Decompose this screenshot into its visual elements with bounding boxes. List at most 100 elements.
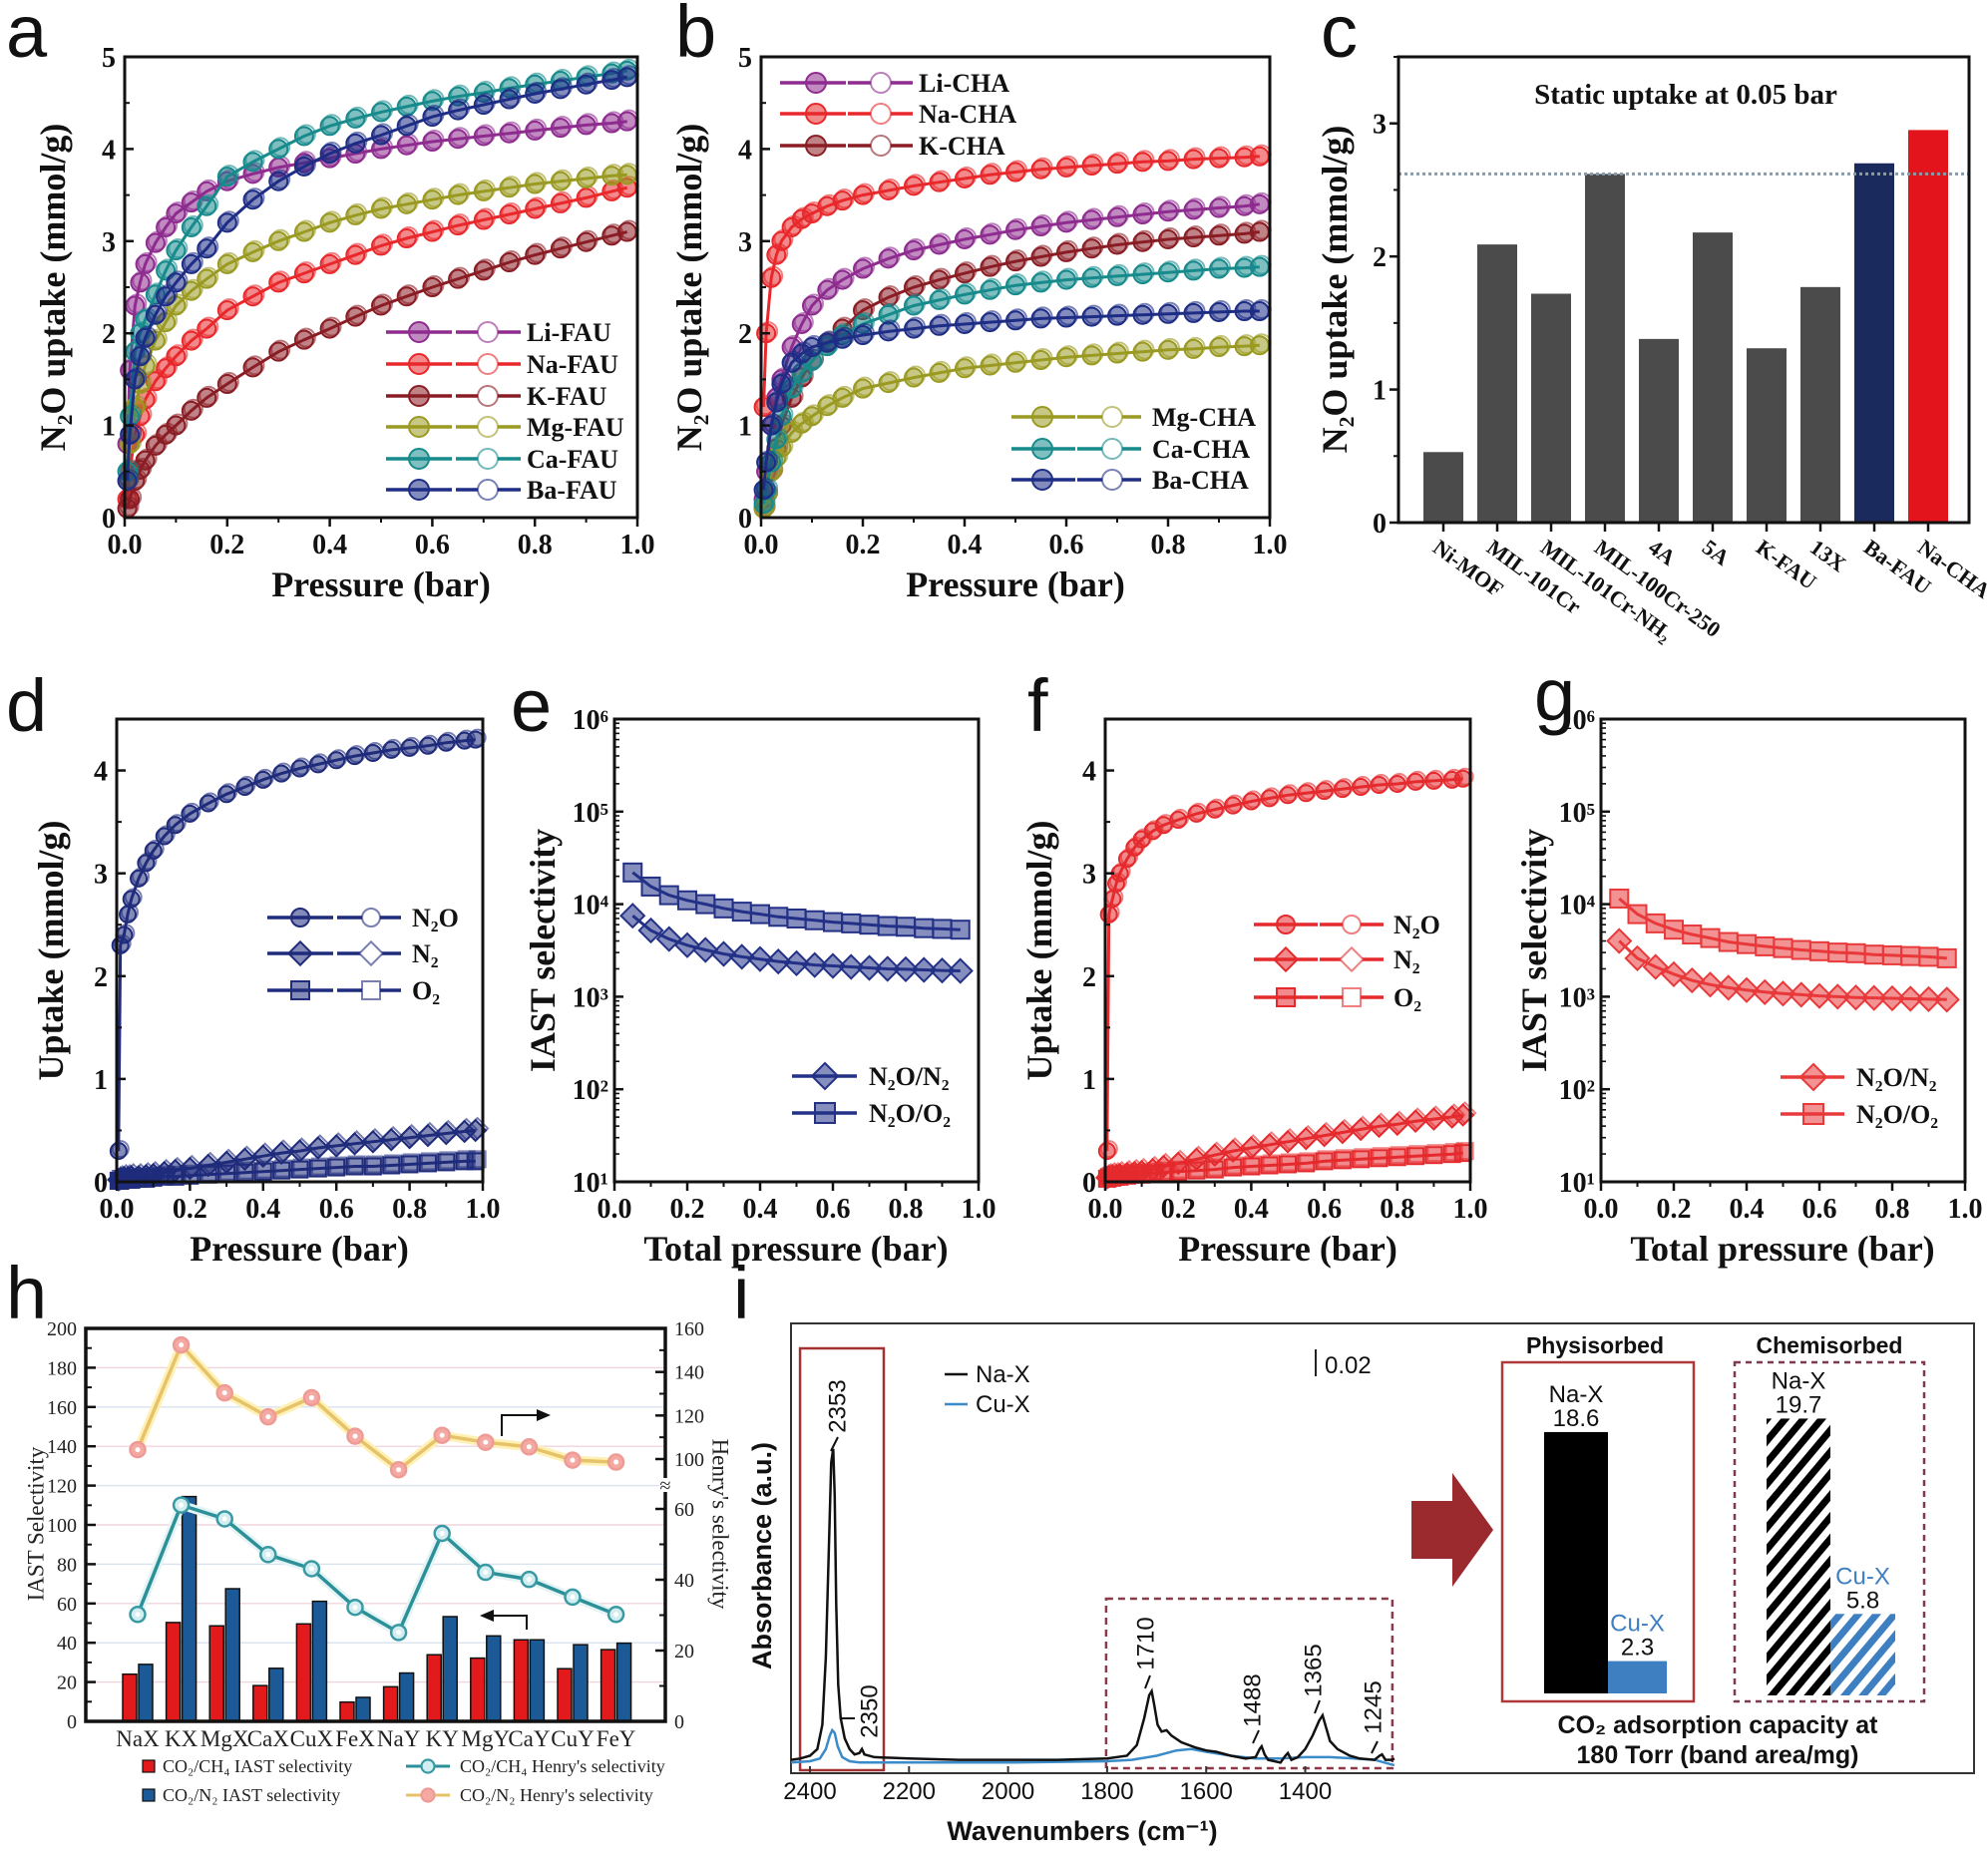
x-tick-label: 1800 [1080, 1778, 1133, 1805]
desorption-point [381, 1125, 406, 1150]
desorption-point [1032, 347, 1053, 368]
panel-label-c: c [1321, 0, 1358, 73]
adsorption-point [290, 1160, 309, 1179]
data-point-center [483, 1570, 489, 1576]
desorption-point [1007, 249, 1027, 270]
desorption-point [982, 353, 1002, 374]
bar-co2-n2-iast-selectivity [573, 1644, 589, 1722]
bar-co2-n2-iast-selectivity [442, 1616, 458, 1722]
desorption-point [465, 1116, 490, 1141]
y-tick-label: 0 [1373, 509, 1387, 540]
adsorption-point [382, 1156, 401, 1175]
data-point [1878, 984, 1906, 1012]
desorption-point [399, 1123, 424, 1148]
data-point-center [439, 1432, 445, 1438]
bar-co2-n2-iast-selectivity [181, 1495, 198, 1722]
desorption-point [618, 65, 639, 86]
data-point [710, 940, 737, 967]
y-tick-label: 0 [67, 1711, 77, 1733]
legend-item-ba-fau: Ba-FAU [386, 476, 617, 505]
legend-filled-marker [408, 416, 430, 438]
bar-mil-101cr-nh2 [1531, 293, 1571, 523]
x-tick-label: 0.4 [743, 1194, 778, 1225]
x-tick-label: 1400 [1279, 1778, 1332, 1805]
chart-title: Static uptake at 0.05 bar [1534, 79, 1837, 111]
data-point [731, 902, 752, 923]
data-point [1824, 983, 1851, 1010]
desorption-point [365, 1155, 384, 1174]
data-point-center [352, 1433, 358, 1439]
desorption-point [618, 163, 639, 184]
data-point [750, 904, 770, 925]
series-ba-cha [753, 299, 1272, 501]
y-axis-title: N₂O uptake (mmol/g) [669, 124, 709, 452]
x-tick-label: 1.0 [620, 530, 655, 560]
desorption-point [1335, 778, 1354, 797]
inset-bar-value: 18.6 [1553, 1405, 1600, 1432]
panel-a: 0 1 2 3 4 5 0.0 0.2 0.4 0.6 0.8 1.0 Pressure (bar) N₂… [33, 43, 655, 604]
bar-ni-mof [1423, 452, 1463, 523]
y-tick-label: 10² [573, 1075, 608, 1106]
y-tick-label: 10³ [1559, 982, 1595, 1013]
panel-label-b: b [675, 0, 716, 73]
desorption-point [1299, 782, 1318, 801]
desorption-point [157, 825, 176, 844]
desorption-point [119, 469, 140, 490]
inset-bar-label: Na-X [1772, 1367, 1826, 1394]
data-point [746, 945, 774, 972]
legend-open-marker [361, 980, 381, 1000]
desorption-point [1109, 152, 1129, 173]
legend-item-o2: O₂ [267, 976, 440, 1005]
desorption-point [450, 183, 471, 203]
desorption-point [468, 1150, 487, 1169]
legend-label: Li-CHA [919, 69, 1009, 98]
spectrum-cu-x [791, 1727, 1395, 1767]
inset-box [1500, 1360, 1696, 1703]
legend-filled-marker [286, 939, 314, 967]
series-ba-fau [117, 65, 639, 492]
desorption-point [501, 121, 522, 142]
legend-filled-marker [1031, 438, 1053, 460]
legend-label: CO₂/CH₄ Henry's selectivity [460, 1756, 665, 1776]
adsorption-point [1370, 1149, 1389, 1168]
y-tick-label: 180 [47, 1357, 77, 1379]
y-tick-label: 10⁵ [1559, 798, 1595, 829]
desorption-point [1281, 1153, 1299, 1172]
desorption-point [132, 344, 153, 365]
data-point [1809, 940, 1829, 961]
desorption-point [1058, 305, 1078, 326]
physisorbed-region-box [798, 1346, 886, 1772]
data-point [1645, 913, 1666, 933]
desorption-point [1251, 333, 1272, 354]
inset-bar-value: 19.7 [1776, 1391, 1822, 1418]
desorption-point [1211, 256, 1231, 277]
y-tick-label: 1 [738, 412, 752, 443]
series-n2o-o2 [1609, 888, 1957, 968]
bar-co2-ch4-iast-selectivity [295, 1623, 312, 1722]
legend-filled-marker [1031, 469, 1053, 491]
data-point [1627, 904, 1648, 925]
desorption-point [1211, 223, 1231, 244]
data-point-center [265, 1414, 271, 1420]
desorption-point [1099, 1140, 1118, 1159]
desorption-point [552, 169, 573, 189]
right-arrow-icon [1411, 1473, 1493, 1587]
panel-b: 0 1 2 3 4 5 0.0 0.2 0.4 0.6 0.8 1.0 Pressure (bar) N₂… [669, 43, 1288, 604]
desorption-point [295, 154, 316, 175]
x-tick-label: MgY [462, 1726, 511, 1751]
desorption-point [439, 731, 458, 750]
adsorption-point [1424, 1146, 1443, 1165]
desorption-point [365, 742, 384, 761]
data-point-center [570, 1594, 576, 1600]
data-point [783, 949, 810, 976]
desorption-point [957, 166, 977, 186]
legend-label: Li-FAU [527, 318, 611, 347]
legend-filled-marker [1276, 987, 1296, 1007]
desorption-point [763, 413, 784, 434]
bar-co2-n2-iast-selectivity [311, 1600, 328, 1722]
desorption-point [906, 174, 926, 194]
legend-label: N₂O [1393, 911, 1440, 939]
desorption-point [1226, 1156, 1245, 1175]
data-point-center [613, 1612, 619, 1618]
x-tick-label: CaY [508, 1726, 551, 1751]
